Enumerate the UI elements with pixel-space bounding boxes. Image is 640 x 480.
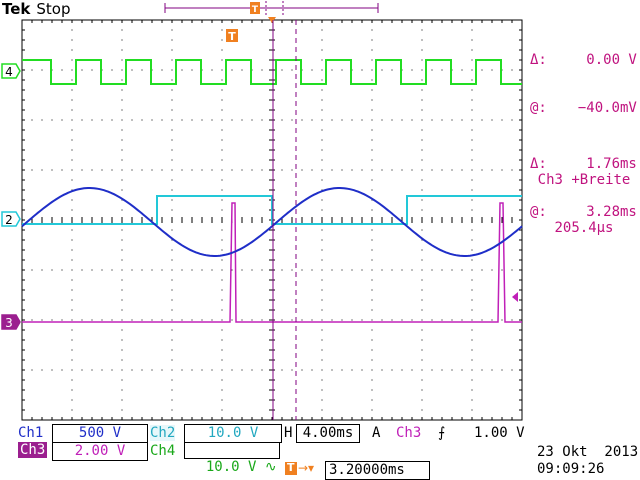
ch2-marker-label: 2 — [5, 213, 13, 227]
ch1-label[interactable]: Ch1 — [18, 425, 44, 441]
brand-logo: Tek — [2, 0, 31, 18]
ch4-label[interactable]: Ch4 — [150, 443, 176, 459]
trigger-t-label: T — [228, 30, 236, 43]
trigger-offset-arrow-icon: →▾ — [298, 461, 315, 475]
cursor-readout: Δ: 0.00 V @: −40.0mV Δ: 1.76ms @: 3.28ms — [530, 20, 637, 236]
time-display: 09:09:26 — [537, 461, 605, 477]
ch4-scale-value: 10.0 V — [205, 459, 257, 475]
ch4-marker[interactable]: 4 — [1, 63, 21, 79]
trigger-position-marker[interactable]: T — [226, 29, 238, 43]
ch3-scale[interactable]: 2.00 V — [52, 442, 148, 461]
header: Tek Stop — [2, 0, 71, 18]
record-view-bracket: T — [164, 1, 379, 15]
delta-t-value: 1.76ms — [586, 156, 637, 172]
ch3-marker-label: 3 — [5, 316, 13, 330]
trigger-level[interactable]: 1.00 V — [474, 425, 525, 441]
ch1-scale[interactable]: 500 V — [52, 424, 148, 443]
ch4-marker-label: 4 — [5, 65, 13, 79]
trigger-position-icon: T — [285, 461, 297, 475]
ch1-waveform — [21, 187, 523, 257]
ch4-coupling-icon: ∿ — [264, 459, 277, 475]
measurement-label: Ch3 +Breite — [537, 172, 631, 188]
trigger-mode: A — [372, 425, 381, 441]
ch3-waveform — [22, 202, 522, 323]
ch2-waveform — [22, 195, 522, 225]
ch2-marker[interactable]: 2 — [1, 211, 21, 227]
trigger-position-value[interactable]: 3.20000ms — [325, 461, 430, 480]
delta-v-value: 0.00 V — [586, 52, 637, 68]
ch3-label[interactable]: Ch3 — [18, 442, 48, 458]
at-t-label: @: — [530, 204, 547, 220]
ch3-marker[interactable]: 3 — [1, 314, 21, 330]
trigger-level-arrow-icon — [512, 292, 518, 302]
date-display: 23 Okt 2013 — [537, 444, 639, 460]
ch2-scale[interactable]: 10.0 V — [184, 424, 282, 443]
measurement-panel: Ch3 +Breite 205.4µs — [530, 140, 638, 252]
trigger-point-arrow-icon — [268, 17, 276, 23]
svg-text:T: T — [252, 5, 259, 15]
timebase-label: H — [284, 425, 293, 441]
trigger-t-icon — [226, 29, 238, 42]
ch4-waveform — [22, 59, 522, 85]
at-v-label: @: — [530, 100, 547, 116]
at-v-value: −40.0mV — [577, 100, 637, 116]
ch2-label[interactable]: Ch2 — [150, 425, 176, 441]
trigger-slope-icon[interactable]: ⨍ — [438, 425, 446, 441]
delta-v-label: Δ: — [530, 52, 547, 68]
at-t-value: 3.28ms — [586, 204, 637, 220]
ch4-scale[interactable]: 10.0 V ∿ — [184, 442, 280, 475]
trigger-source[interactable]: Ch3 — [396, 425, 422, 441]
timebase-scale[interactable]: 4.00ms — [296, 424, 360, 443]
acquisition-state: Stop — [36, 0, 71, 18]
measurement-value: 205.4µs — [554, 220, 614, 236]
delta-t-label: Δ: — [530, 156, 547, 172]
